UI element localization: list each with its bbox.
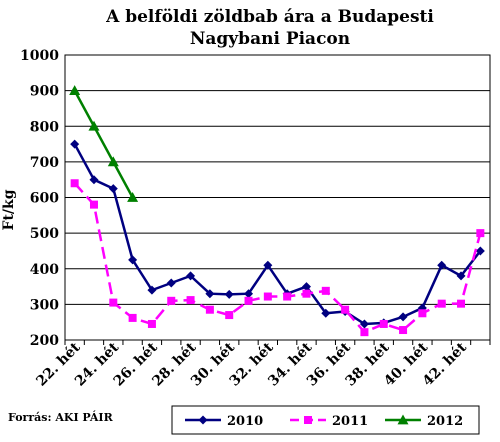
data-point-2011: [109, 298, 118, 307]
data-point-2011: [263, 292, 272, 301]
series-line-2010: [73, 143, 482, 326]
data-point-2010: [398, 312, 408, 322]
data-point-2011: [399, 326, 408, 335]
data-point-2010: [128, 255, 138, 265]
y-axis-label: Ft/kg: [1, 189, 17, 230]
y-tick-label: 700: [30, 155, 59, 171]
data-point-2011: [128, 313, 137, 322]
data-point-2011: [283, 292, 292, 301]
data-point-2011: [418, 309, 427, 318]
chart-title-line2: Nagybani Piacon: [190, 29, 350, 49]
data-point-2010: [244, 289, 254, 299]
data-point-2010: [108, 184, 118, 194]
legend-marker-2011: [304, 416, 312, 424]
data-point-2011: [302, 289, 311, 298]
data-point-2011: [205, 305, 214, 314]
y-tick-label: 900: [30, 84, 59, 100]
data-point-2010: [89, 175, 99, 185]
data-point-2010: [456, 271, 466, 281]
y-tick-label: 800: [30, 119, 59, 135]
data-point-2010: [437, 260, 447, 270]
data-point-2011: [321, 286, 330, 295]
data-point-2010: [186, 271, 196, 281]
legend-marker-2012: [397, 414, 409, 425]
source-note: Forrás: AKI PÁIR: [8, 410, 114, 424]
data-point-2011: [476, 229, 485, 238]
y-tick-label: 300: [30, 297, 59, 313]
series-line-2012: [73, 90, 134, 199]
data-point-2012: [88, 120, 100, 131]
data-point-2010: [147, 285, 157, 295]
plot-frame: [64, 54, 491, 341]
data-point-2011: [225, 311, 234, 320]
legend-label-2012: 2012: [427, 414, 463, 429]
y-tick-label: 200: [30, 333, 59, 349]
data-point-2012: [69, 85, 81, 96]
chart-title-line1: A belföldi zöldbab ára a Budapesti: [105, 7, 434, 27]
data-point-2011: [147, 319, 156, 328]
data-point-2010: [321, 308, 331, 318]
legend-label-2010: 2010: [227, 414, 263, 429]
x-tick-label: 42. hét: [420, 339, 470, 389]
data-point-2011: [167, 296, 176, 305]
data-point-2010: [263, 260, 273, 270]
data-point-2010: [70, 139, 80, 149]
data-point-2011: [379, 319, 388, 328]
data-point-2010: [359, 319, 369, 329]
legend: 2010 2011 2012: [171, 405, 480, 435]
data-point-2010: [224, 289, 234, 299]
series-line-2011: [73, 182, 482, 334]
legend-marker-2010: [198, 415, 208, 425]
plot-area: [69, 85, 485, 337]
data-point-2011: [341, 305, 350, 314]
y-axis-ticks: 200 300 400 500 600 700 800 900 1000: [20, 48, 59, 349]
y-tick-label: 1000: [20, 48, 59, 64]
data-point-2011: [70, 179, 79, 188]
data-point-2012: [127, 192, 139, 202]
data-point-2011: [186, 296, 195, 305]
legend-label-2011: 2011: [332, 414, 368, 429]
data-point-2010: [166, 278, 176, 288]
y-tick-label: 500: [30, 226, 59, 242]
data-point-2010: [205, 289, 215, 299]
data-point-2010: [475, 246, 485, 256]
y-tick-label: 400: [30, 262, 59, 278]
data-point-2012: [107, 156, 119, 167]
data-point-2010: [301, 282, 311, 292]
data-point-2011: [360, 328, 369, 337]
data-point-2011: [89, 200, 98, 209]
data-point-2011: [457, 299, 466, 308]
data-point-2011: [244, 296, 253, 305]
y-tick-label: 600: [30, 191, 59, 207]
data-point-2011: [437, 299, 446, 308]
